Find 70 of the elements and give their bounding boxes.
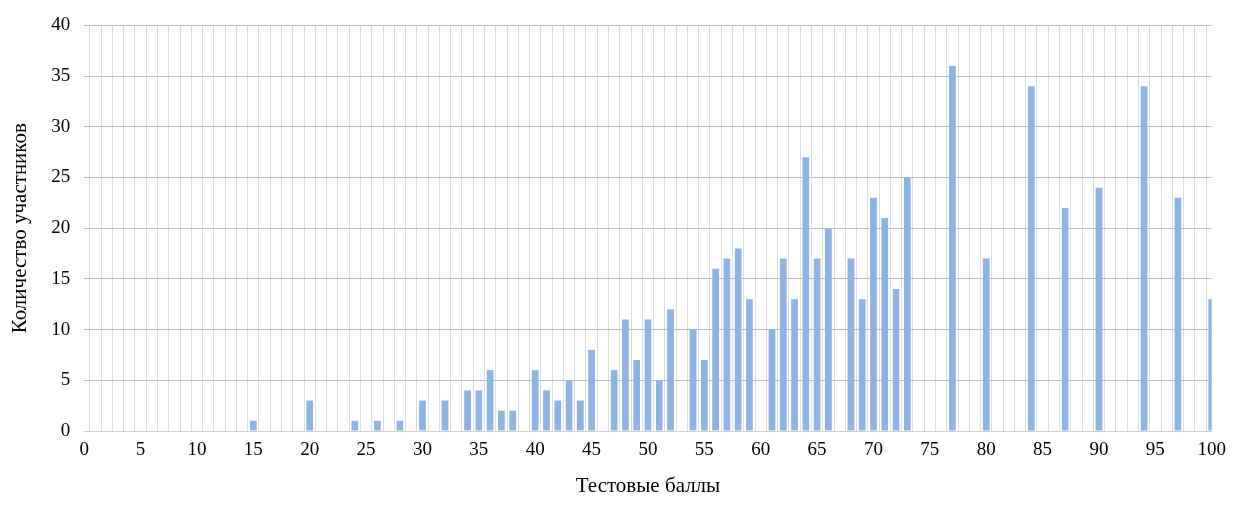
bar bbox=[746, 299, 753, 431]
bar bbox=[351, 420, 359, 431]
x-tick-label: 100 bbox=[1197, 438, 1226, 460]
bar bbox=[712, 268, 720, 431]
x-tick-label: 45 bbox=[582, 438, 602, 460]
x-tick-label: 10 bbox=[187, 438, 207, 460]
bar bbox=[881, 218, 889, 431]
x-tick-label: 55 bbox=[694, 438, 714, 460]
bar bbox=[249, 420, 257, 431]
y-tick-label: 40 bbox=[51, 13, 71, 35]
bar bbox=[464, 390, 471, 431]
x-tick-label: 30 bbox=[412, 438, 432, 460]
bar bbox=[802, 157, 810, 431]
bar bbox=[949, 65, 956, 431]
bar bbox=[588, 349, 595, 431]
y-tick-label: 10 bbox=[51, 317, 71, 339]
bar bbox=[419, 400, 426, 431]
y-tick-label: 15 bbox=[51, 266, 71, 288]
bar bbox=[610, 370, 618, 431]
bar bbox=[903, 177, 911, 431]
bar bbox=[734, 248, 742, 431]
bar bbox=[825, 228, 832, 431]
x-tick-label: 15 bbox=[243, 438, 263, 460]
x-tick-label: 50 bbox=[638, 438, 658, 460]
bar bbox=[1027, 86, 1035, 431]
bar bbox=[667, 309, 674, 431]
bar bbox=[565, 380, 573, 431]
x-tick-label: 35 bbox=[469, 438, 489, 460]
bar bbox=[576, 400, 584, 431]
bar bbox=[779, 258, 787, 431]
bar bbox=[858, 299, 866, 431]
x-tick-label: 90 bbox=[1089, 438, 1109, 460]
bar bbox=[373, 420, 381, 431]
bar bbox=[1061, 207, 1069, 431]
bar bbox=[622, 319, 629, 431]
x-tick-label: 60 bbox=[751, 438, 771, 460]
x-tick-label: 0 bbox=[79, 438, 89, 460]
x-tick-label: 85 bbox=[1033, 438, 1053, 460]
bar bbox=[982, 258, 990, 431]
x-axis-title: Тестовые баллы bbox=[575, 472, 721, 497]
y-tick-label: 25 bbox=[51, 165, 71, 187]
y-tick-label: 30 bbox=[51, 114, 71, 136]
y-tick-label: 20 bbox=[51, 216, 71, 238]
x-tick-label: 95 bbox=[1145, 438, 1165, 460]
y-axis-title: Количество участников bbox=[7, 123, 32, 334]
y-tick-label: 35 bbox=[51, 64, 71, 86]
y-tick-label: 5 bbox=[60, 368, 71, 390]
bar bbox=[486, 370, 494, 431]
x-tick-label: 65 bbox=[807, 438, 827, 460]
bar bbox=[396, 420, 404, 431]
bar bbox=[655, 380, 663, 431]
bar bbox=[633, 360, 641, 431]
x-tick-label: 20 bbox=[300, 438, 320, 460]
bar bbox=[870, 197, 877, 431]
x-tick-label: 5 bbox=[135, 438, 146, 460]
x-tick-label: 70 bbox=[863, 438, 883, 460]
x-tick-label: 80 bbox=[976, 438, 996, 460]
bar bbox=[475, 390, 483, 431]
bar bbox=[543, 390, 550, 431]
bar bbox=[509, 410, 517, 431]
bar bbox=[531, 370, 539, 431]
x-tick-label: 40 bbox=[525, 438, 545, 460]
y-tick-label: 0 bbox=[60, 418, 71, 440]
bar bbox=[791, 299, 798, 431]
bar bbox=[554, 400, 562, 431]
bar bbox=[306, 400, 314, 431]
x-tick-label: 75 bbox=[920, 438, 940, 460]
bar bbox=[498, 410, 505, 431]
bar bbox=[700, 360, 708, 431]
x-tick-label: 25 bbox=[356, 438, 376, 460]
